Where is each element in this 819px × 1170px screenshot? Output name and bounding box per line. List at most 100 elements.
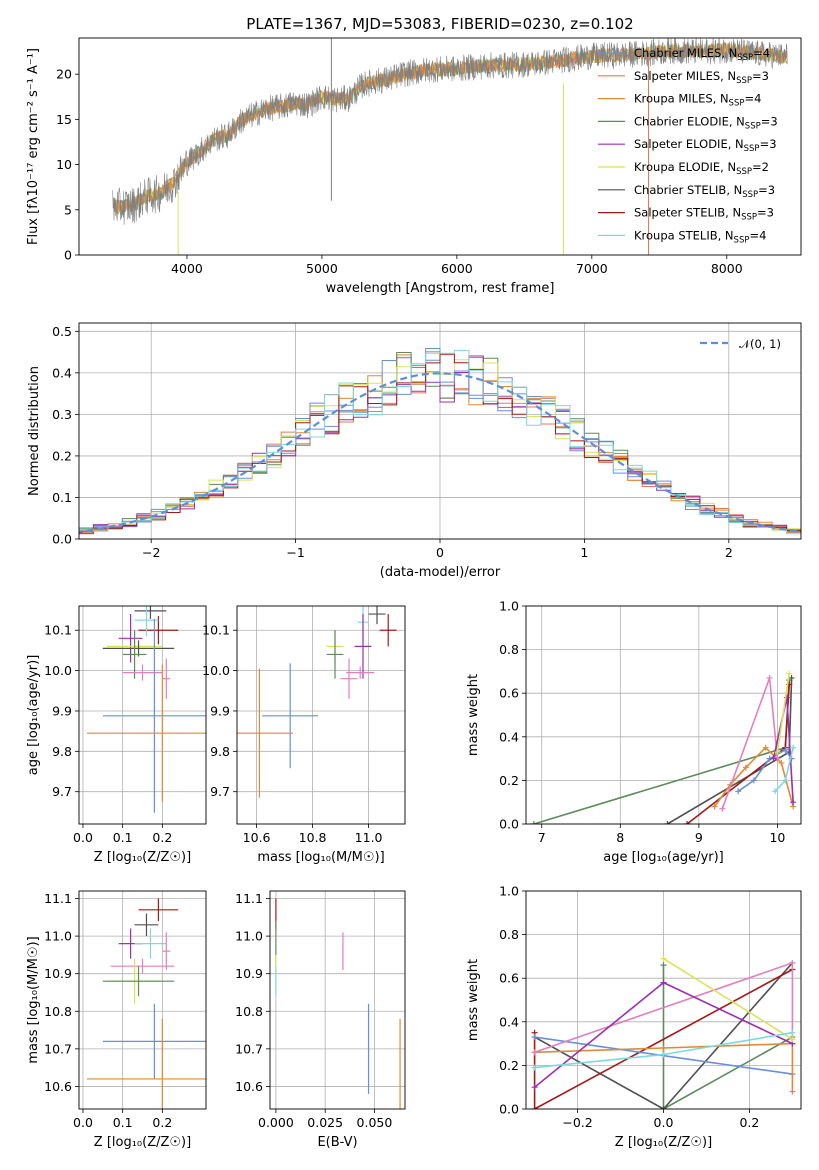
weight-marker — [772, 788, 779, 795]
tick-label-y: 11.1 — [235, 891, 263, 906]
weight-marker — [766, 674, 773, 681]
legend-entry: Chabrier STELIB, NSSP=3 — [598, 183, 775, 200]
errorbar-point — [102, 966, 175, 997]
tick-label-y: 15 — [56, 112, 72, 127]
x-axis-label: mass [log₁₀(M/M☉)] — [257, 850, 384, 865]
axes-frame — [269, 890, 406, 1110]
weight-marker — [735, 788, 742, 795]
errorbar-point — [237, 668, 293, 798]
axes-frame — [78, 890, 207, 1110]
weight-marker — [770, 755, 777, 762]
weight-marker — [789, 959, 796, 966]
tick-label-y: 9.8 — [52, 744, 72, 759]
tick-label-x: 10.8 — [299, 830, 327, 845]
tick-label-x: 7000 — [576, 261, 608, 276]
axes-residuals: −2 −1 0 1 2 0.0 0.1 0.2 0.3 0.4 0.5 (data-model)/er… — [27, 322, 802, 580]
tick-label-x: 0.1 — [113, 830, 133, 845]
tick-label-y: 0.6 — [499, 686, 519, 701]
tick-label-x: 0.2 — [152, 1115, 172, 1130]
weight-marker — [786, 670, 793, 677]
plot-area-weight_vs_age — [530, 670, 797, 824]
x-axis-label: (data-model)/error — [380, 565, 501, 580]
weight-marker — [531, 1034, 538, 1041]
axes-spectrum: 4000 5000 6000 7000 8000 0 5 10 15 20 wavelength [… — [26, 37, 802, 296]
legend-label: Salpeter STELIB, NSSP=3 — [634, 206, 774, 223]
axes-frame — [525, 605, 802, 825]
weight-marker — [788, 674, 795, 681]
plot-area-mass_vs_Z — [86, 898, 206, 1109]
legend-entry: Chabrier ELODIE, NSSP=3 — [598, 114, 778, 131]
weight-series-line — [533, 680, 790, 824]
errorbar-point — [368, 606, 386, 625]
weight-marker — [774, 749, 781, 756]
y-axis-label: age [log₁₀(age/yr)] — [26, 655, 41, 776]
tick-label-y: 0.6 — [499, 971, 519, 986]
axes-weight_vs_Z: −0.2 0.0 0.2 0.0 0.2 0.4 0.6 0.8 1.0 Z [log₁₀(Z/Z… — [466, 884, 802, 1150]
legend: Chabrier MILES, NSSP=4 Salpeter MILES, NS… — [598, 46, 778, 245]
weight-marker — [750, 777, 757, 784]
tick-label-y: 10.8 — [44, 1004, 72, 1019]
tick-label-y: 0.1 — [52, 490, 72, 505]
weight-series-line — [662, 965, 793, 1109]
tick-label-x: 0.0 — [73, 1115, 93, 1130]
x-axis-label: wavelength [Angstrom, rest frame] — [326, 281, 555, 296]
errorbar-point — [122, 630, 147, 679]
errorbar-point — [340, 658, 358, 699]
errorbar-point — [326, 630, 344, 679]
legend-label: Chabrier STELIB, NSSP=3 — [634, 183, 775, 200]
tick-label-y: 1.0 — [499, 599, 519, 614]
weight-series-line — [534, 1042, 794, 1092]
weight-marker — [660, 962, 667, 969]
axes-mass_vs_ebv: 0.000 0.025 0.050 10.6 10.7 10.8 10.9 11.0 11.1 E… — [235, 890, 406, 1150]
errorbar-point — [138, 616, 179, 645]
legend-normal: 𝒩(0, 1) — [700, 337, 781, 351]
legend-label: Kroupa STELIB, NSSP=4 — [634, 228, 766, 245]
data-spectrum-line — [112, 38, 788, 225]
tick-label-x: 9 — [695, 830, 703, 845]
tick-label-y: 10.7 — [235, 1041, 263, 1056]
weight-series-line — [713, 746, 794, 808]
errorbar-point — [122, 664, 163, 681]
axes-frame — [236, 605, 406, 825]
tick-label-y: 0.2 — [499, 773, 519, 788]
legend-label: Chabrier ELODIE, NSSP=3 — [634, 114, 778, 131]
errorbar-point — [86, 1018, 206, 1109]
tick-label-x: −2 — [142, 545, 160, 560]
y-axis-label: mass weight — [466, 959, 481, 1041]
weight-marker — [660, 955, 667, 962]
weight-series-line — [776, 673, 790, 753]
y-axis-label: Flux [fλ10⁻¹⁷ erg cm⁻² s⁻¹ A⁻¹] — [26, 48, 41, 245]
errorbar-point — [346, 666, 375, 679]
weight-marker — [782, 777, 789, 784]
weight-marker — [789, 1036, 796, 1043]
tick-label-y: 10.6 — [44, 1079, 72, 1094]
legend-label: Salpeter ELODIE, NSSP=3 — [634, 137, 777, 154]
tick-label-y: 0.2 — [52, 448, 72, 463]
weight-marker — [684, 821, 691, 824]
tick-label-x: −0.2 — [562, 1115, 592, 1130]
axes-frame — [78, 37, 802, 256]
weight-series-line — [721, 677, 779, 809]
tick-label-x: 8000 — [711, 261, 743, 276]
tick-label-y: 10.0 — [202, 663, 230, 678]
y-axis-label: Normed distribution — [27, 366, 42, 496]
plot-area-age_vs_mass — [237, 606, 397, 798]
errorbar-point — [162, 932, 171, 970]
plot-area-age_vs_Z — [86, 606, 206, 813]
tick-label-x: 0.2 — [739, 1115, 759, 1130]
errorbar-point — [354, 614, 372, 679]
tick-label-y: 0 — [64, 248, 72, 263]
tick-label-y: 10.9 — [235, 966, 263, 981]
legend-label: Kroupa MILES, NSSP=4 — [634, 92, 761, 109]
x-axis-label: Z [log₁₀(Z/Z☉)] — [615, 1135, 712, 1150]
plot-area-residuals — [79, 348, 801, 537]
plot-area-spectrum — [112, 38, 788, 255]
legend-entry: Kroupa MILES, NSSP=4 — [598, 92, 761, 109]
tick-label-y: 11.0 — [44, 929, 72, 944]
tick-label-y: 0.4 — [52, 365, 72, 380]
errorbar-point — [134, 913, 159, 937]
weight-marker — [762, 744, 769, 751]
errorbar-point — [102, 640, 175, 657]
tick-label-y: 0.8 — [499, 927, 519, 942]
weight-marker — [660, 1051, 667, 1058]
